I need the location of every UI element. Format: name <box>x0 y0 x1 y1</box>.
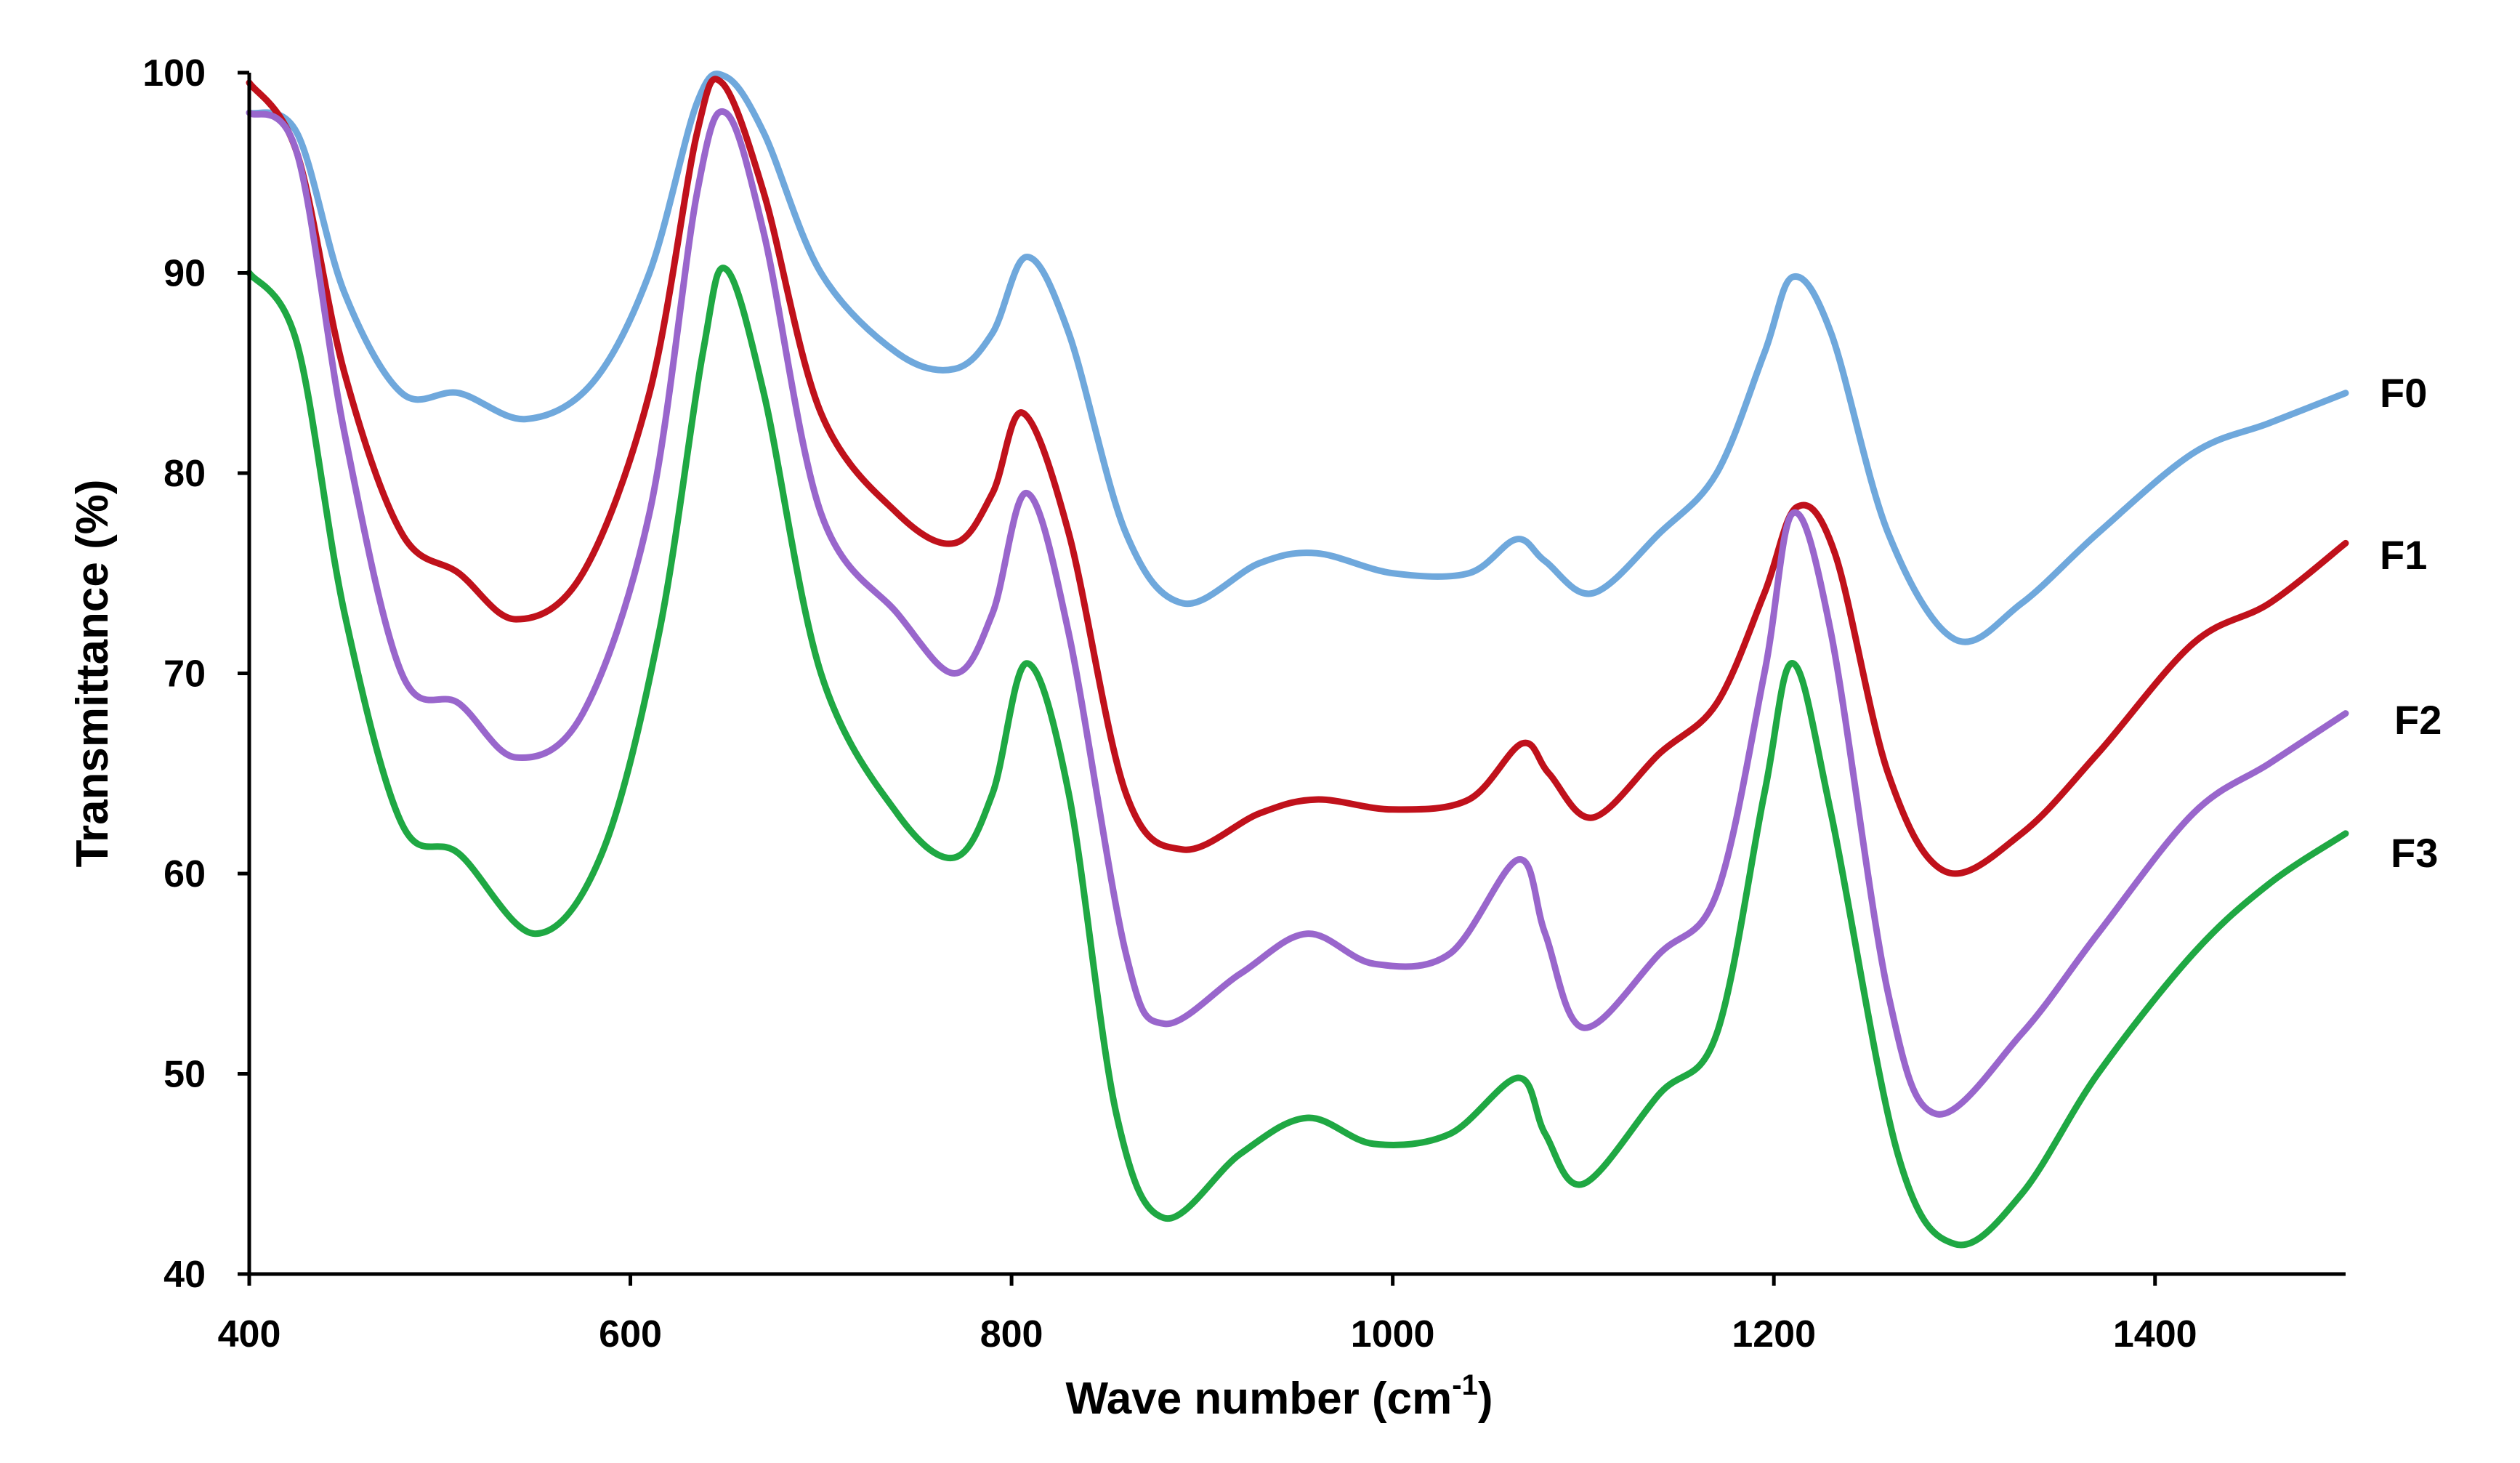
x-tick-label: 400 <box>218 1313 281 1355</box>
x-tick-label: 1000 <box>1351 1313 1435 1355</box>
series-line-f0 <box>246 70 2349 645</box>
x-axis-title-superscript: -1 <box>1452 1369 1478 1401</box>
series-line-f1 <box>246 76 2349 877</box>
series-label-f0: F0 <box>2380 370 2427 416</box>
x-axis-title: Wave number (cm-1) <box>1066 1369 1493 1424</box>
series-label-f3: F3 <box>2391 830 2438 876</box>
series-label-f2: F2 <box>2394 697 2442 743</box>
y-axis-title: Transmittance (%) <box>68 479 118 867</box>
x-axis-title-main: Wave number (cm <box>1066 1374 1453 1424</box>
y-tick-label: 50 <box>163 1054 206 1096</box>
y-tick-label: 60 <box>163 853 206 895</box>
series-layer <box>246 70 2349 1249</box>
x-tick-label: 600 <box>599 1313 662 1355</box>
y-tick-label: 100 <box>142 52 206 94</box>
y-tick-label: 90 <box>163 253 206 295</box>
y-tick-label: 80 <box>163 453 206 495</box>
series-labels-layer: F0 F1 F2 F3 <box>2380 370 2442 876</box>
series-line-f2 <box>246 108 2349 1118</box>
ticks-layer: 40 50 60 70 80 90 100 400 600 800 1000 1200 1400 <box>142 52 2197 1355</box>
y-tick-label: 40 <box>163 1254 206 1296</box>
x-tick-label: 1400 <box>2113 1313 2197 1355</box>
y-tick-label: 70 <box>163 653 206 696</box>
x-tick-label: 1200 <box>1732 1313 1816 1355</box>
x-tick-label: 800 <box>980 1313 1043 1355</box>
series-label-f1: F1 <box>2380 532 2427 578</box>
x-axis-title-suffix: ) <box>1478 1374 1493 1424</box>
series-line-f3 <box>246 265 2349 1249</box>
axes-layer <box>247 73 2346 1276</box>
